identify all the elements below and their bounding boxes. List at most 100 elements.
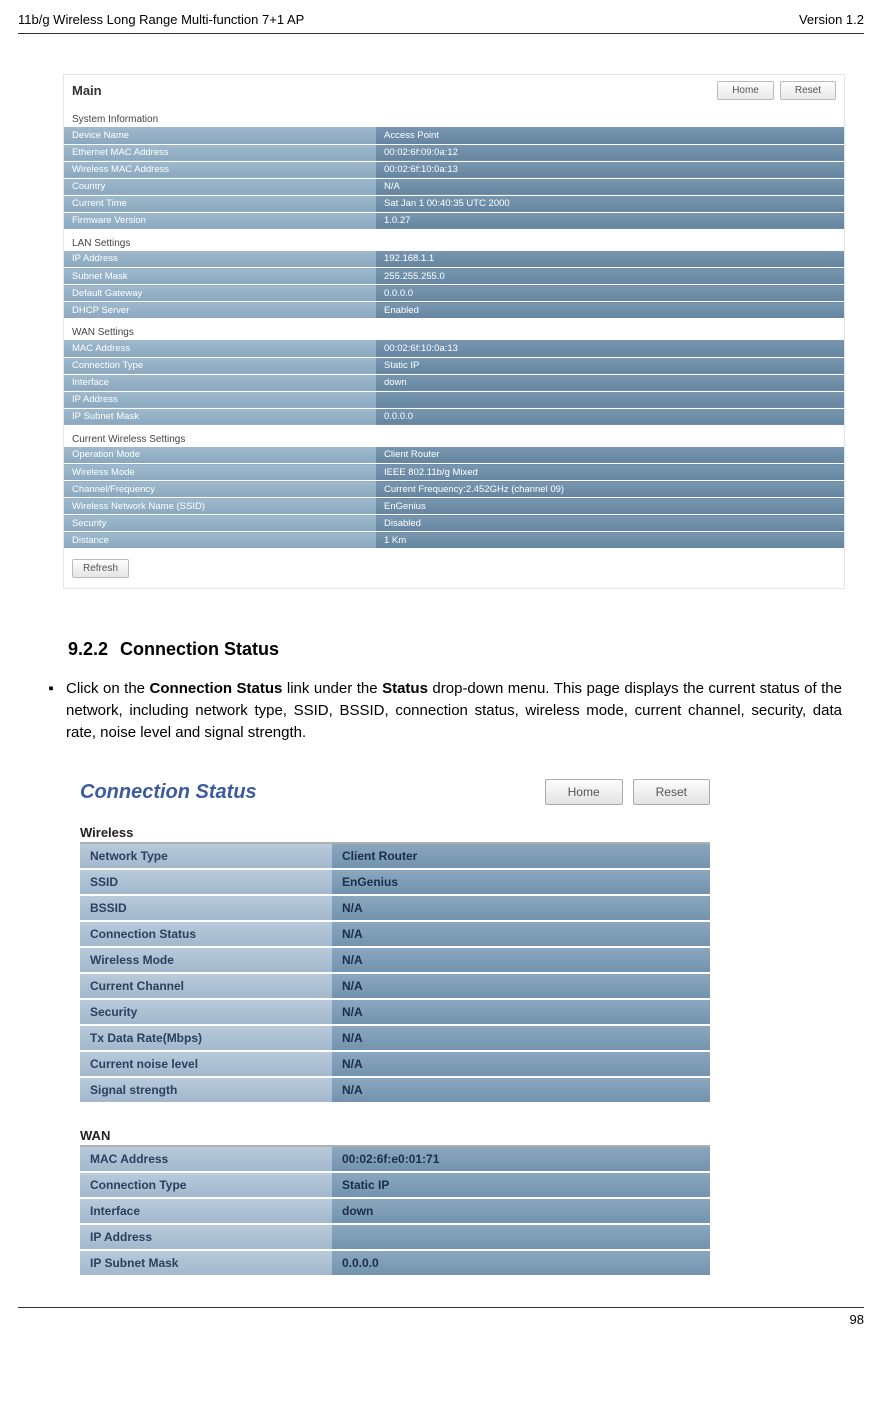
section-heading: 9.2.2Connection Status bbox=[68, 639, 864, 660]
reset-button[interactable]: Reset bbox=[780, 81, 836, 100]
table-row: Current noise levelN/A bbox=[80, 1051, 710, 1077]
row-label: Current noise level bbox=[80, 1051, 332, 1077]
table-row: CountryN/A bbox=[64, 178, 844, 195]
table-row: Subnet Mask255.255.255.0 bbox=[64, 268, 844, 285]
reset-button[interactable]: Reset bbox=[633, 779, 710, 805]
table-row: IP Address bbox=[64, 391, 844, 408]
row-label: Wireless Mode bbox=[80, 947, 332, 973]
table-row: IP Subnet Mask0.0.0.0 bbox=[64, 408, 844, 425]
row-label: Channel/Frequency bbox=[64, 481, 376, 498]
row-value: Access Point bbox=[376, 127, 844, 144]
connection-status-screenshot: Connection Status Home Reset Wireless Ne… bbox=[80, 771, 710, 1277]
table-row: Network TypeClient Router bbox=[80, 844, 710, 869]
row-label: Wireless Network Name (SSID) bbox=[64, 498, 376, 515]
table-row: MAC Address00:02:6f:10:0a:13 bbox=[64, 340, 844, 357]
table-row: Tx Data Rate(Mbps)N/A bbox=[80, 1025, 710, 1051]
table-row: Distance1 Km bbox=[64, 532, 844, 549]
row-label: MAC Address bbox=[64, 340, 376, 357]
bullet-icon: ▪ bbox=[36, 678, 66, 743]
table-row: IP Address192.168.1.1 bbox=[64, 251, 844, 268]
table-row: Current TimeSat Jan 1 00:40:35 UTC 2000 bbox=[64, 195, 844, 212]
row-value: Client Router bbox=[332, 844, 710, 869]
row-label: Subnet Mask bbox=[64, 268, 376, 285]
row-value bbox=[376, 391, 844, 408]
row-label: Current Time bbox=[64, 195, 376, 212]
table-row: Firmware Version1.0.27 bbox=[64, 212, 844, 229]
lan-settings-table: IP Address192.168.1.1Subnet Mask255.255.… bbox=[64, 251, 844, 320]
header-right: Version 1.2 bbox=[799, 12, 864, 27]
row-label: Network Type bbox=[80, 844, 332, 869]
table-row: SSIDEnGenius bbox=[80, 869, 710, 895]
table-row: Channel/FrequencyCurrent Frequency:2.452… bbox=[64, 481, 844, 498]
table-row: Device NameAccess Point bbox=[64, 127, 844, 144]
wireless-table: Network TypeClient RouterSSIDEnGeniusBSS… bbox=[80, 844, 710, 1104]
table-row: Connection StatusN/A bbox=[80, 921, 710, 947]
row-label: Default Gateway bbox=[64, 285, 376, 302]
row-value: 00:02:6f:10:0a:13 bbox=[376, 340, 844, 357]
wan-section-label: WAN bbox=[80, 1122, 710, 1145]
row-value: Static IP bbox=[376, 357, 844, 374]
row-value: Static IP bbox=[332, 1172, 710, 1198]
table-row: Wireless Network Name (SSID)EnGenius bbox=[64, 498, 844, 515]
table-row: SecurityDisabled bbox=[64, 515, 844, 532]
home-button[interactable]: Home bbox=[717, 81, 774, 100]
wireless-section-label: Wireless bbox=[80, 819, 710, 842]
system-info-label: System Information bbox=[64, 106, 844, 127]
row-label: Security bbox=[80, 999, 332, 1025]
row-label: Ethernet MAC Address bbox=[64, 144, 376, 161]
row-value: N/A bbox=[332, 895, 710, 921]
row-value: Sat Jan 1 00:40:35 UTC 2000 bbox=[376, 195, 844, 212]
row-value bbox=[332, 1224, 710, 1250]
row-value: N/A bbox=[332, 947, 710, 973]
row-value: 0.0.0.0 bbox=[332, 1250, 710, 1276]
row-value: IEEE 802.11b/g Mixed bbox=[376, 464, 844, 481]
table-row: IP Subnet Mask0.0.0.0 bbox=[80, 1250, 710, 1276]
row-label: Signal strength bbox=[80, 1077, 332, 1103]
row-label: Interface bbox=[64, 374, 376, 391]
row-label: Device Name bbox=[64, 127, 376, 144]
row-value: down bbox=[376, 374, 844, 391]
row-label: Distance bbox=[64, 532, 376, 549]
row-value: 192.168.1.1 bbox=[376, 251, 844, 268]
row-label: Interface bbox=[80, 1198, 332, 1224]
section-number: 9.2.2 bbox=[68, 639, 108, 659]
page-number: 98 bbox=[850, 1312, 864, 1327]
table-row: Connection TypeStatic IP bbox=[64, 357, 844, 374]
row-value: EnGenius bbox=[376, 498, 844, 515]
lan-settings-label: LAN Settings bbox=[64, 230, 844, 251]
connection-status-title: Connection Status bbox=[80, 781, 257, 804]
row-value: N/A bbox=[376, 178, 844, 195]
table-row: Default Gateway0.0.0.0 bbox=[64, 285, 844, 302]
table-row: Connection TypeStatic IP bbox=[80, 1172, 710, 1198]
row-value: 1 Km bbox=[376, 532, 844, 549]
row-label: IP Address bbox=[64, 391, 376, 408]
section-paragraph: ▪ Click on the Connection Status link un… bbox=[36, 678, 846, 743]
row-value: 00:02:6f:e0:01:71 bbox=[332, 1147, 710, 1172]
page-header: 11b/g Wireless Long Range Multi-function… bbox=[18, 0, 864, 34]
table-row: Wireless ModeIEEE 802.11b/g Mixed bbox=[64, 464, 844, 481]
wireless-settings-table: Operation ModeClient RouterWireless Mode… bbox=[64, 447, 844, 550]
table-row: MAC Address00:02:6f:e0:01:71 bbox=[80, 1147, 710, 1172]
row-label: MAC Address bbox=[80, 1147, 332, 1172]
refresh-button[interactable]: Refresh bbox=[72, 559, 129, 578]
row-value: 00:02:6f:10:0a:13 bbox=[376, 161, 844, 178]
table-row: Wireless ModeN/A bbox=[80, 947, 710, 973]
table-row: Current ChannelN/A bbox=[80, 973, 710, 999]
row-label: BSSID bbox=[80, 895, 332, 921]
table-row: Signal strengthN/A bbox=[80, 1077, 710, 1103]
main-status-screenshot: Main Home Reset System Information Devic… bbox=[63, 74, 845, 589]
table-row: BSSIDN/A bbox=[80, 895, 710, 921]
row-value: Enabled bbox=[376, 302, 844, 319]
header-left: 11b/g Wireless Long Range Multi-function… bbox=[18, 12, 304, 27]
row-value: down bbox=[332, 1198, 710, 1224]
row-value: N/A bbox=[332, 1025, 710, 1051]
home-button[interactable]: Home bbox=[545, 779, 623, 805]
row-label: Tx Data Rate(Mbps) bbox=[80, 1025, 332, 1051]
row-label: IP Address bbox=[80, 1224, 332, 1250]
row-value: 0.0.0.0 bbox=[376, 285, 844, 302]
row-label: Connection Type bbox=[64, 357, 376, 374]
row-value: N/A bbox=[332, 973, 710, 999]
row-value: EnGenius bbox=[332, 869, 710, 895]
row-label: IP Address bbox=[64, 251, 376, 268]
row-label: Security bbox=[64, 515, 376, 532]
